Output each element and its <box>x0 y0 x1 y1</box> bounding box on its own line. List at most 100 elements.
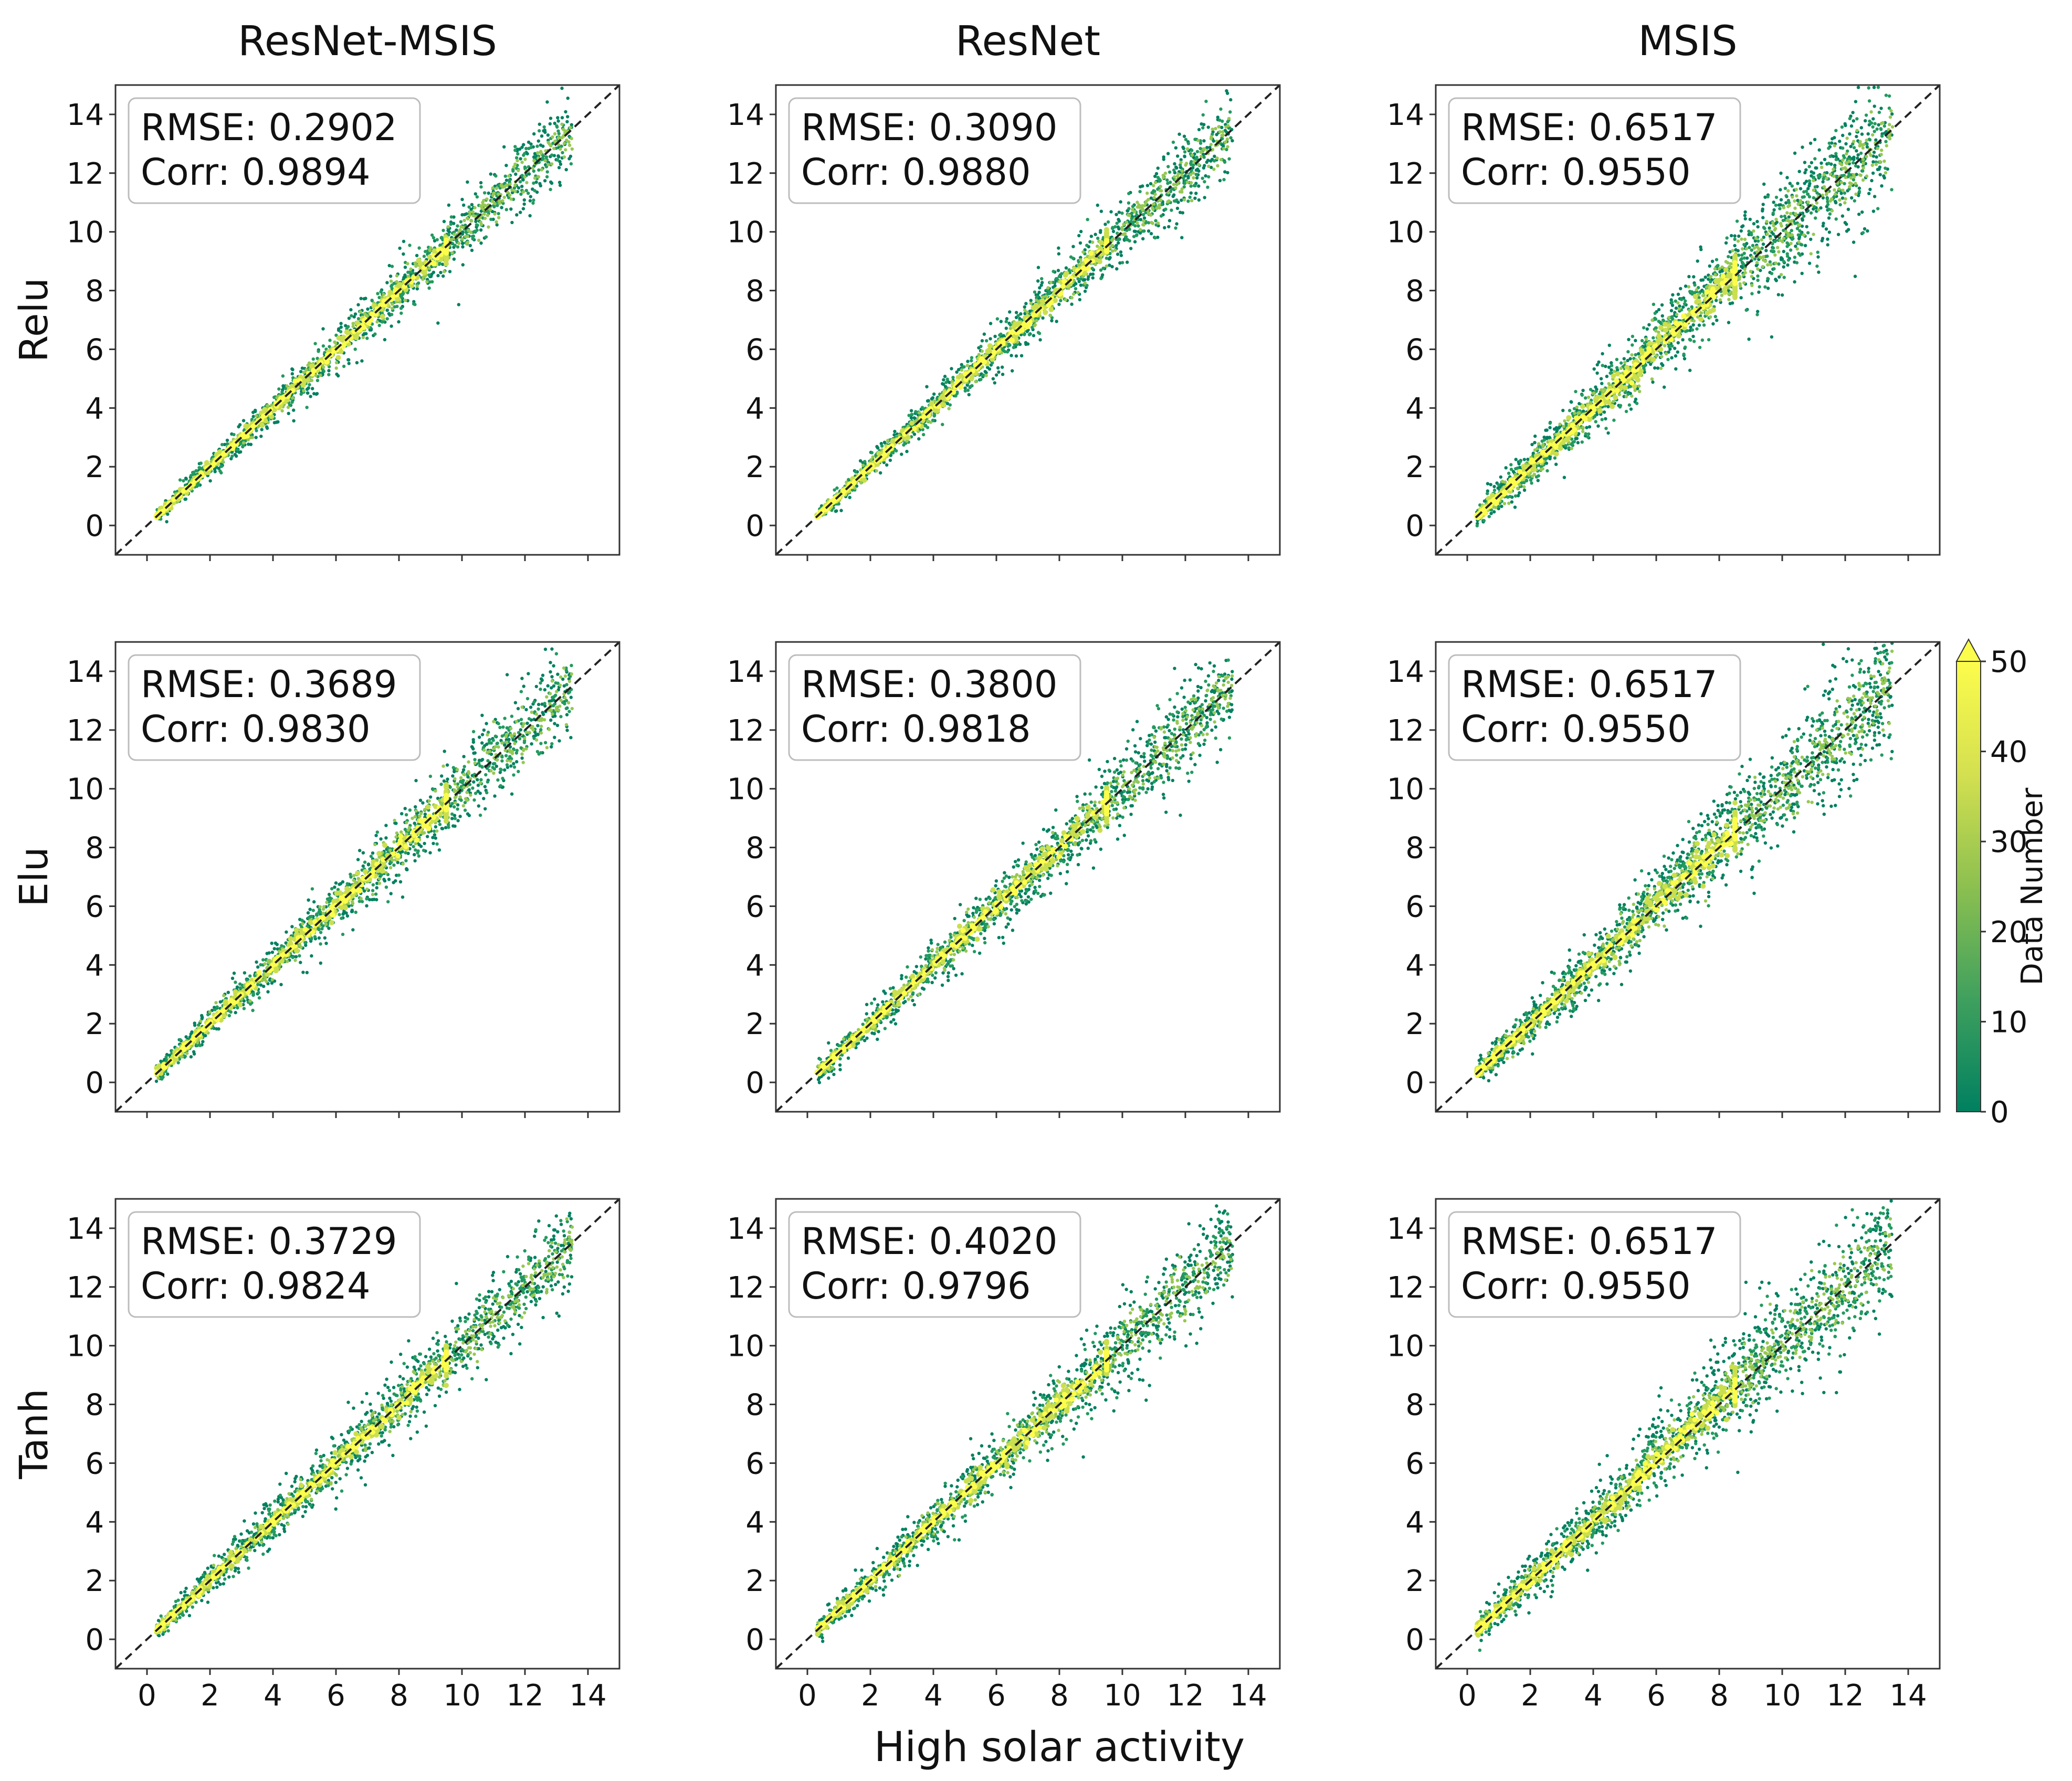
x-tick-label: 12 <box>506 1679 543 1713</box>
y-tick-label: 6 <box>1405 1447 1424 1481</box>
y-tick-label: 6 <box>85 333 104 367</box>
y-tick-label: 12 <box>727 157 764 191</box>
y-tick-label: 0 <box>1405 1066 1424 1100</box>
x-tick-label: 4 <box>264 1679 282 1713</box>
y-tick-label: 2 <box>85 1564 104 1598</box>
column-title-resnet-msis: ResNet-MSIS <box>238 18 497 65</box>
rmse-label: RMSE: 0.3729 <box>141 1220 397 1263</box>
stats-box <box>788 654 1081 761</box>
identity-line <box>115 85 619 555</box>
y-tick-label: 12 <box>727 1271 764 1305</box>
stats-box <box>788 1211 1081 1318</box>
y-tick-label: 2 <box>1405 1007 1424 1041</box>
rmse-label: RMSE: 0.6517 <box>1461 1220 1717 1263</box>
y-tick-label: 0 <box>745 509 764 543</box>
panel-tanh-msis: 0 2 4 6 8 10 12 14 0 2 4 6 8 10 12 14 RMSE: 0.6517Corr: … <box>1387 1198 1941 1713</box>
x-tick-label: 0 <box>798 1679 817 1713</box>
y-tick-label: 4 <box>85 1505 104 1540</box>
identity-line <box>115 642 619 1112</box>
y-tick-label: 6 <box>745 333 764 367</box>
y-tick-label: 0 <box>1405 1623 1424 1657</box>
y-tick-label: 4 <box>745 392 764 426</box>
y-tick-label: 10 <box>727 773 764 807</box>
x-axis-label: High solar activity <box>874 1724 1245 1771</box>
y-tick-label: 2 <box>85 450 104 484</box>
y-tick-label: 12 <box>67 1271 104 1305</box>
y-tick-label: 8 <box>1405 1388 1424 1422</box>
axes-frame <box>114 641 620 1113</box>
colorbar-tick-label: 50 <box>1990 645 2027 679</box>
rmse-label: RMSE: 0.3800 <box>801 663 1057 706</box>
axes-frame <box>114 1198 620 1670</box>
rmse-label: RMSE: 0.2902 <box>141 106 397 149</box>
y-tick-label: 6 <box>1405 333 1424 367</box>
y-tick-label: 12 <box>1387 714 1424 748</box>
stats-box <box>1448 1211 1741 1318</box>
y-tick-label: 10 <box>67 216 104 250</box>
y-tick-label: 14 <box>67 1212 104 1246</box>
y-tick-label: 6 <box>85 890 104 924</box>
y-tick-label: 4 <box>745 949 764 983</box>
colorbar-tick-label: 0 <box>1990 1095 2009 1130</box>
colorbar-tick-label: 40 <box>1990 735 2027 770</box>
corr-label: Corr: 0.9550 <box>1461 151 1691 194</box>
row-label-tanh: Tanh <box>12 1388 57 1479</box>
panel-tanh-resnet: 0 2 4 6 8 10 12 14 0 2 4 6 8 10 12 14 RMSE: 0.4020Corr: … <box>727 1198 1281 1713</box>
corr-label: Corr: 0.9550 <box>1461 1264 1691 1308</box>
colorbar: 0 10 20 30 40 50 Data Number <box>1955 638 2049 1130</box>
y-tick-label: 12 <box>1387 1271 1424 1305</box>
column-title-resnet: ResNet <box>955 18 1100 65</box>
identity-line <box>1436 642 1940 1112</box>
row-label-elu: Elu <box>12 847 57 907</box>
x-tick-label: 14 <box>1229 1679 1267 1713</box>
stats-box <box>128 654 421 761</box>
y-tick-label: 8 <box>1405 275 1424 309</box>
rmse-label: RMSE: 0.6517 <box>1461 663 1717 706</box>
x-tick-label: 14 <box>569 1679 606 1713</box>
panel-tanh-resnet-msis: 0 2 4 6 8 10 12 14 0 2 4 6 8 10 12 14 RMSE: 0.3729Corr: … <box>67 1198 620 1713</box>
y-tick-label: 8 <box>85 275 104 309</box>
colorbar-extend-arrow <box>1955 638 1982 662</box>
corr-label: Corr: 0.9550 <box>1461 708 1691 751</box>
y-tick-label: 6 <box>85 1447 104 1481</box>
corr-label: Corr: 0.9894 <box>141 151 371 194</box>
rmse-label: RMSE: 0.3689 <box>141 663 397 706</box>
x-tick-label: 10 <box>443 1679 480 1713</box>
colorbar-label: Data Number <box>2015 787 2049 985</box>
y-tick-label: 6 <box>745 1447 764 1481</box>
colorbar-tick-label: 30 <box>1990 825 2027 859</box>
identity-line <box>776 1199 1280 1669</box>
y-tick-label: 8 <box>745 275 764 309</box>
x-tick-label: 6 <box>327 1679 345 1713</box>
y-tick-label: 4 <box>1405 1505 1424 1540</box>
y-tick-label: 8 <box>85 831 104 866</box>
y-tick-label: 0 <box>85 1623 104 1657</box>
x-tick-label: 4 <box>924 1679 943 1713</box>
stats-box <box>128 1211 421 1318</box>
x-tick-label: 14 <box>1889 1679 1927 1713</box>
x-tick-label: 12 <box>1826 1679 1864 1713</box>
axes-frame <box>775 84 1281 556</box>
y-tick-label: 12 <box>1387 157 1424 191</box>
stats-box <box>1448 97 1741 204</box>
density-points <box>1474 86 1895 528</box>
y-tick-label: 8 <box>1405 831 1424 866</box>
identity-line <box>115 1199 619 1669</box>
axes-frame <box>1435 84 1941 556</box>
stats-box <box>1448 654 1741 761</box>
y-tick-label: 10 <box>1387 216 1424 250</box>
y-tick-label: 14 <box>727 98 764 132</box>
y-tick-label: 0 <box>745 1623 764 1657</box>
y-tick-label: 4 <box>1405 949 1424 983</box>
corr-label: Corr: 0.9796 <box>801 1264 1031 1308</box>
colorbar-tick-label: 10 <box>1990 1005 2027 1039</box>
row-label-relu: Relu <box>12 278 57 362</box>
y-tick-label: 0 <box>85 509 104 543</box>
y-tick-label: 10 <box>67 1330 104 1364</box>
y-tick-label: 4 <box>745 1505 764 1540</box>
